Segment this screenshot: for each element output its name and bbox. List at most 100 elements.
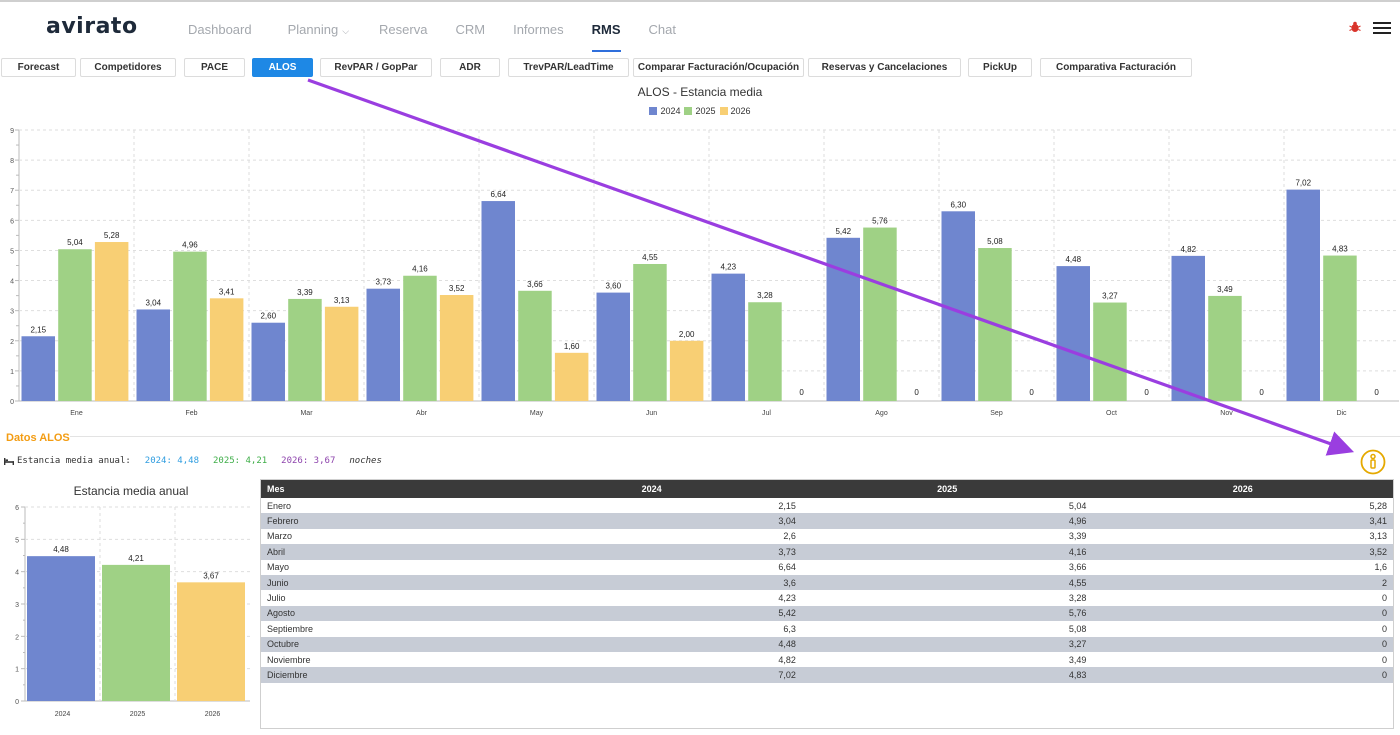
cell-value-2025: 3,28	[1068, 593, 1087, 604]
annual-unit: noches	[349, 456, 382, 466]
nav-item-crm[interactable]: CRM	[443, 2, 497, 54]
cell-month: Diciembre	[261, 667, 502, 683]
tab-trevpar-leadtime[interactable]: TrevPAR/LeadTime	[508, 58, 629, 77]
bar-annual-2025[interactable]	[102, 564, 170, 701]
tab-reservas-y-cancelaciones[interactable]: Reservas y Cancelaciones	[808, 58, 961, 77]
main-nav: Dashboard Planning ⌵ Reserva CRM Informes RMS C…	[176, 2, 688, 54]
data-label: 3,66	[527, 280, 543, 289]
bar-2024-dic[interactable]	[1286, 189, 1321, 401]
data-label: 3,60	[605, 282, 621, 291]
tab-pickup[interactable]: PickUp	[968, 58, 1032, 77]
table-row[interactable]: Julio 4,23 3,28 0	[261, 590, 1393, 605]
bar-2025-may[interactable]	[518, 290, 552, 401]
cell-value-2025: 4,96	[801, 513, 1093, 529]
x-tick-label: Feb	[185, 410, 197, 417]
bar-2024-may[interactable]	[481, 201, 516, 401]
table-row[interactable]: Diciembre 7,02 4,83 0	[261, 667, 1393, 683]
bar-annual-2026[interactable]	[177, 582, 245, 701]
bar-2024-ago[interactable]	[826, 237, 861, 401]
bar-2024-sep[interactable]	[941, 211, 976, 401]
table-row[interactable]: Mayo 6,64 3,66 1,6	[261, 560, 1393, 575]
data-label: 4,23	[720, 263, 736, 272]
col-2026[interactable]: 2026	[1092, 480, 1393, 498]
bar-2025-ago[interactable]	[863, 227, 897, 401]
nav-item-chat[interactable]: Chat	[637, 2, 688, 54]
y-tick-label: 4	[10, 279, 14, 286]
table-row[interactable]: Junio 3,6 4,55 2	[261, 574, 1393, 591]
table-row[interactable]: Enero 2,15 5,04 5,28	[261, 498, 1393, 513]
nav-item-dashboard[interactable]: Dashboard	[176, 2, 264, 54]
bug-icon[interactable]	[1349, 21, 1361, 33]
tab-comparar-facturaci-n-ocupaci-n[interactable]: Comparar Facturación/Ocupación	[633, 58, 804, 77]
bar-annual-2024[interactable]	[27, 556, 95, 701]
bar-2024-nov[interactable]	[1171, 255, 1206, 401]
col-2025[interactable]: 2025	[801, 480, 1093, 498]
table-row[interactable]: Septiembre 6,3 5,08 0	[261, 621, 1393, 636]
bar-2024-ene[interactable]	[21, 336, 56, 401]
cell-value-2025: 3,39	[1068, 531, 1087, 542]
bar-2025-mar[interactable]	[288, 298, 322, 401]
hamburger-menu-icon[interactable]	[1373, 20, 1391, 36]
data-label: 5,42	[835, 227, 851, 236]
bar-2026-may[interactable]	[554, 352, 589, 401]
table-row[interactable]: Marzo 2,6 3,39 3,13	[261, 529, 1393, 544]
cell-month: Abril	[261, 544, 502, 560]
cell-value-2026: 0	[1381, 623, 1387, 634]
y-tick-label: 0	[15, 699, 19, 706]
bar-2026-abr[interactable]	[439, 295, 474, 401]
bar-2025-jun[interactable]	[633, 263, 667, 401]
nav-item-reserva[interactable]: Reserva	[367, 2, 439, 54]
bar-2025-nov[interactable]	[1208, 295, 1242, 401]
bar-2026-feb[interactable]	[209, 298, 244, 401]
bar-2025-ene[interactable]	[58, 249, 92, 401]
bar-2025-oct[interactable]	[1093, 302, 1127, 401]
tab-forecast[interactable]: Forecast	[1, 58, 76, 77]
info-icon[interactable]	[1360, 449, 1386, 475]
bar-2025-feb[interactable]	[173, 251, 207, 401]
bar-2025-abr[interactable]	[403, 275, 437, 401]
cell-value-2025: 4,83	[801, 667, 1093, 683]
table-row[interactable]: Octubre 4,48 3,27 0	[261, 636, 1393, 652]
bar-2024-jul[interactable]	[711, 273, 746, 401]
x-tick-label: 2025	[130, 711, 146, 718]
tab-pace[interactable]: PACE	[184, 58, 245, 77]
app-logo[interactable]: avirato	[46, 14, 138, 39]
bar-2024-mar[interactable]	[251, 322, 286, 401]
x-tick-label: Ene	[70, 410, 83, 417]
tab-competidores[interactable]: Competidores	[80, 58, 176, 77]
tab-revpar-goppar[interactable]: RevPAR / GopPar	[320, 58, 432, 77]
cell-value-2025: 4,55	[801, 574, 1093, 591]
table-row[interactable]: Abril 3,73 4,16 3,52	[261, 544, 1393, 560]
bar-2026-ene[interactable]	[94, 242, 129, 401]
col-mes[interactable]: Mes	[261, 480, 502, 498]
nav-item-rms[interactable]: RMS	[580, 2, 633, 54]
table-row[interactable]: Febrero 3,04 4,96 3,41	[261, 513, 1393, 529]
cell-value-2024: 3,6	[501, 574, 802, 591]
cell-value-2026: 0	[1381, 593, 1387, 604]
nav-item-informes[interactable]: Informes	[501, 2, 576, 54]
x-tick-label: May	[530, 410, 544, 417]
tab-alos[interactable]: ALOS	[252, 58, 313, 77]
bar-2024-jun[interactable]	[596, 292, 631, 401]
x-tick-label: 2024	[55, 711, 71, 718]
cell-month: Febrero	[261, 513, 502, 529]
tab-comparativa-facturaci-n[interactable]: Comparativa Facturación	[1040, 58, 1192, 77]
cell-month: Enero	[267, 500, 292, 511]
bar-2026-mar[interactable]	[324, 306, 359, 401]
bar-2024-oct[interactable]	[1056, 266, 1091, 401]
bar-2025-sep[interactable]	[978, 248, 1012, 401]
bar-2024-abr[interactable]	[366, 288, 401, 401]
divider	[0, 436, 1400, 437]
y-tick-label: 0	[10, 399, 14, 406]
tab-adr[interactable]: ADR	[440, 58, 500, 77]
bar-2026-jun[interactable]	[669, 340, 704, 401]
bar-2025-dic[interactable]	[1323, 255, 1357, 401]
table-row[interactable]: Noviembre 4,82 3,49 0	[261, 652, 1393, 667]
col-2024[interactable]: 2024	[501, 480, 802, 498]
table-row[interactable]: Agosto 5,42 5,76 0	[261, 605, 1393, 622]
cell-value-2025: 5,76	[801, 605, 1093, 622]
nav-item-planning[interactable]: Planning ⌵	[276, 2, 361, 54]
bar-2024-feb[interactable]	[136, 309, 171, 401]
bar-2025-jul[interactable]	[748, 302, 782, 401]
